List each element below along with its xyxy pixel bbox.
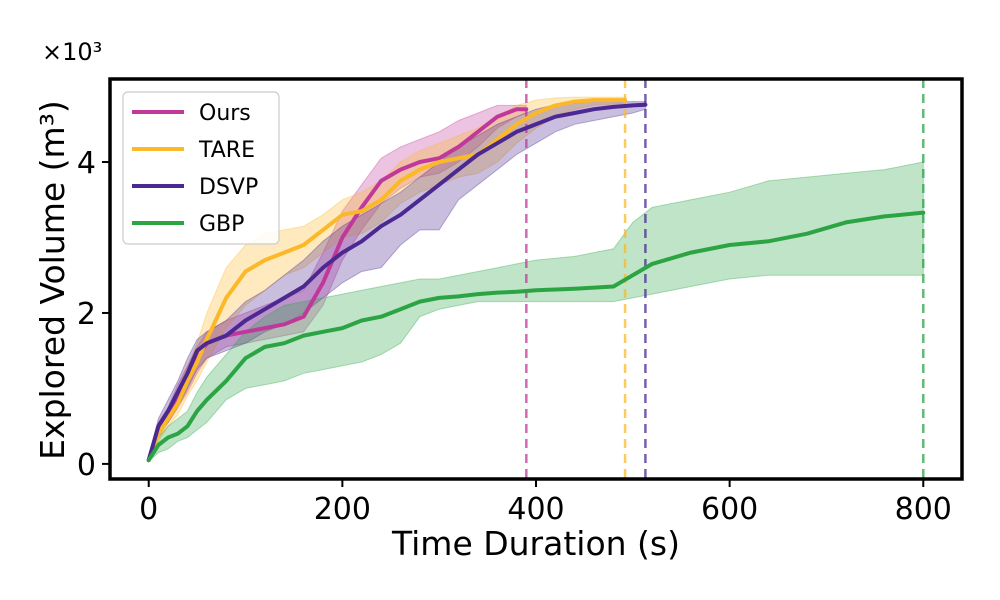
legend: Ours TARE DSVP GBP: [122, 91, 280, 245]
y-tick-label: 4: [77, 146, 96, 181]
x-tick-label: 800: [895, 492, 952, 527]
y-tick-label: 2: [77, 297, 96, 332]
x-tick-label: 400: [507, 492, 564, 527]
legend-label-dsvp: DSVP: [199, 175, 258, 200]
line-dsvp: [146, 102, 648, 463]
legend-label-tare: TARE: [198, 138, 255, 163]
line-tare: [146, 98, 628, 463]
y-axis-ticks: 0 2 4: [77, 146, 110, 483]
y-multiplier: ×10³: [42, 38, 102, 66]
legend-label-gbp: GBP: [199, 212, 244, 237]
y-axis-label: Explored Volume (m³): [33, 100, 72, 460]
x-tick-label: 0: [139, 492, 158, 527]
legend-box: [122, 91, 280, 245]
series-lines: [146, 98, 926, 463]
y-tick-label: 0: [77, 448, 96, 483]
legend-label-ours: Ours: [199, 101, 251, 126]
x-tick-label: 200: [314, 492, 371, 527]
line-gbp: [146, 210, 926, 463]
x-axis-label: Time Duration (s): [391, 524, 680, 563]
x-tick-label: 600: [701, 492, 758, 527]
x-axis-ticks: 0 200 400 600 800: [139, 479, 952, 527]
